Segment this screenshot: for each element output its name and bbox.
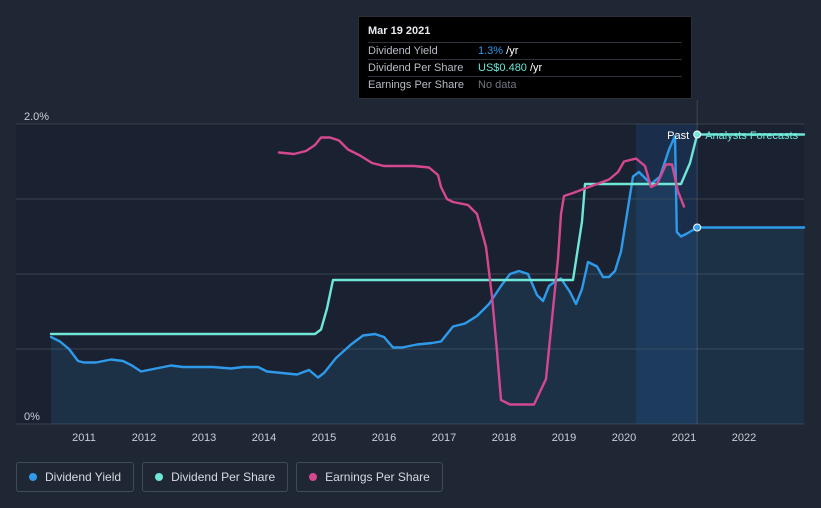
series-layer [49,130,806,406]
dividend-yield-area [51,136,804,424]
x-axis: 2011 2012 2013 2014 2015 2016 2017 2018 2019 2020… [72,432,756,444]
x-tick-label: 2020 [612,432,636,444]
x-tick-label: 2013 [192,432,216,444]
legend-label: Dividend Yield [45,470,122,484]
tooltip-suffix: /yr [526,62,543,74]
legend: Dividend Yield Dividend Per Share Earnin… [16,462,443,492]
y-tick-label: 0% [24,411,40,423]
x-tick-label: 2015 [312,432,336,444]
tooltip-key: Earnings Per Share [368,79,464,91]
tooltip-row-dividend-yield: Dividend Yield 1.3% /yr [368,43,682,60]
legend-dot-icon [29,473,37,481]
legend-label: Dividend Per Share [171,470,276,484]
series-line-dividend-per-share [49,133,806,336]
legend-dot-icon [309,473,318,481]
tooltip-date: Mar 19 2021 [368,25,682,43]
tooltip-value: 1.3% [478,45,504,57]
legend-label: Earnings Per Share [325,470,430,484]
tooltip-value: No data [478,79,517,91]
legend-dividend-yield[interactable]: Dividend Yield [16,462,135,492]
x-tick-label: 2018 [492,432,516,444]
tooltip-key: Dividend Per Share [368,62,464,74]
tooltip-row-dividend-per-share: Dividend Per Share US$0.480 /yr [368,60,682,77]
x-tick-label: 2014 [252,432,276,444]
x-tick-label: 2022 [732,432,756,444]
tooltip-key: Dividend Yield [368,45,438,57]
x-tick-label: 2017 [432,432,456,444]
legend-dividend-per-share[interactable]: Dividend Per Share [142,462,289,492]
x-tick-label: 2019 [552,432,576,444]
tooltip-row-earnings-per-share: Earnings Per Share No data [368,77,682,93]
y-axis: 0% 2.0% [24,111,49,423]
x-tick-label: 2016 [372,432,396,444]
series-line-earnings-per-share [277,136,686,406]
past-label: Past [667,130,689,142]
tooltip-suffix: /yr [503,45,519,57]
x-tick-label: 2012 [132,432,156,444]
now-marker-dot [693,223,702,232]
gridlines [16,123,804,425]
tooltip-value: US$0.480 [478,62,527,74]
analysts-forecasts-label: Analysts Forecasts [705,130,798,142]
x-tick-label: 2011 [72,432,96,444]
series-line-dividend-yield [49,134,806,379]
legend-dot-icon [155,473,164,481]
now-marker-dot [693,130,702,139]
legend-earnings-per-share[interactable]: Earnings Per Share [296,462,443,492]
x-tick-label: 2021 [672,432,696,444]
y-tick-label: 2.0% [24,111,49,123]
tooltip: Mar 19 2021 Dividend Yield 1.3% /yr Divi… [358,16,692,99]
